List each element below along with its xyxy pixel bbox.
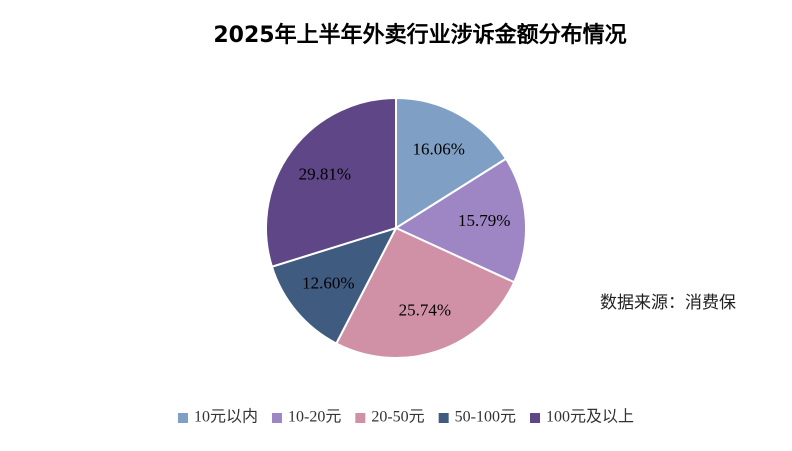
data-label: 25.74% <box>399 300 451 319</box>
legend-swatch <box>530 413 541 423</box>
legend-swatch <box>271 413 282 423</box>
pie-slice <box>334 226 516 359</box>
pie-slice <box>265 96 397 268</box>
legend-label: 10-20元 <box>288 409 341 426</box>
data-label: 29.81% <box>299 165 351 184</box>
source-note: 数据来源：消费保 <box>600 293 736 313</box>
pie-slice <box>393 157 527 284</box>
legend-label: 100元及以上 <box>546 408 634 426</box>
legend-label: 20-50元 <box>371 409 424 426</box>
legend-swatch <box>355 413 366 423</box>
data-label: 16.06% <box>413 140 465 159</box>
chart-title: 2025年上半年外卖行业涉诉金额分布情况 <box>213 22 626 48</box>
pie-slice <box>395 96 508 230</box>
legend-label: 50-100元 <box>455 409 516 426</box>
data-label: 12.60% <box>302 274 354 293</box>
legend-label: 10元以内 <box>194 408 258 426</box>
data-label: 15.79% <box>458 211 510 230</box>
pie-slice <box>270 226 398 345</box>
legend-swatch <box>177 413 188 423</box>
legend-swatch <box>438 413 449 423</box>
